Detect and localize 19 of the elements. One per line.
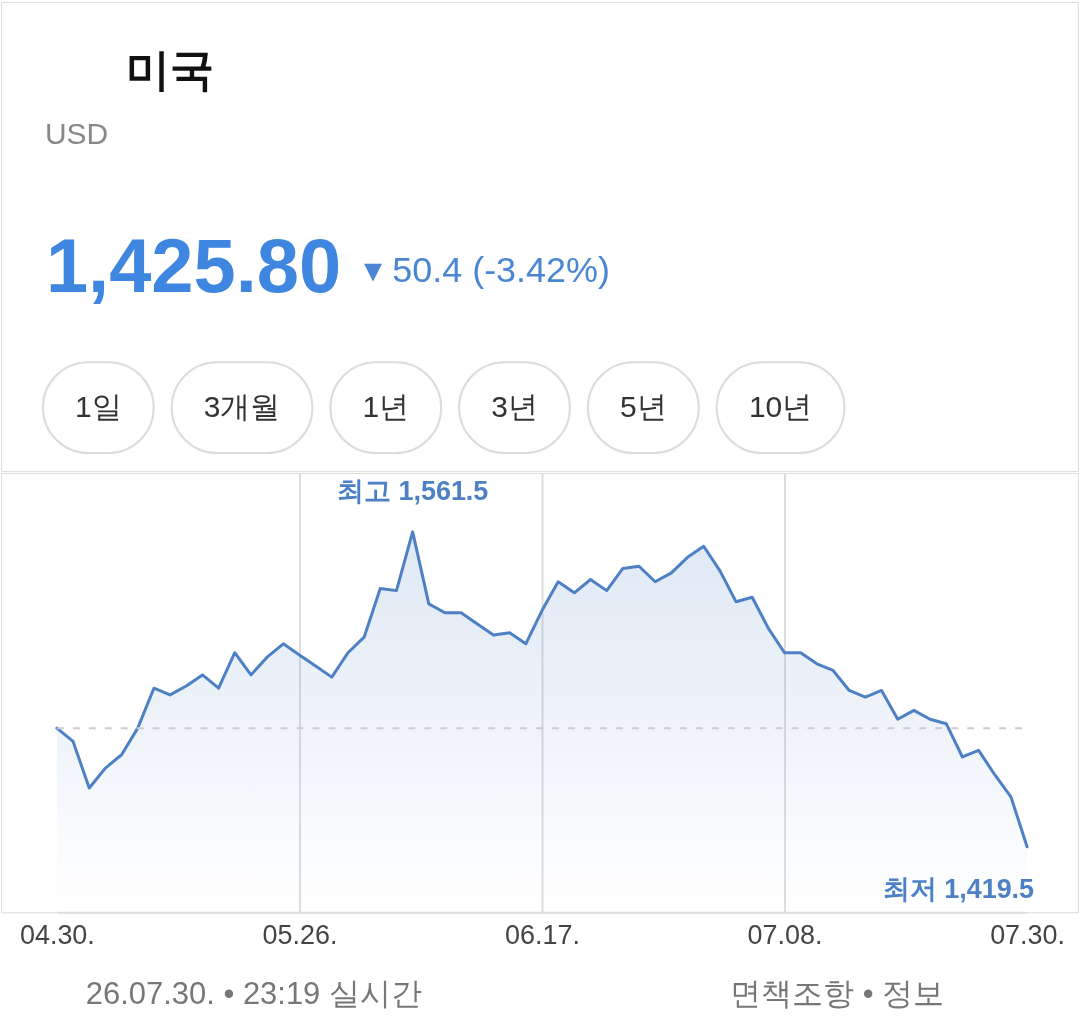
chart-subtitle: USD	[44, 116, 109, 150]
text: 1일	[74, 390, 122, 424]
text: 3개월	[203, 390, 281, 424]
x-tick-label: 05.26.	[262, 919, 338, 950]
text: 10년	[748, 390, 813, 424]
data-label: 최고 1,561.5	[336, 475, 489, 506]
text: 1,425.80	[45, 223, 342, 309]
data-label: 최저 1,419.5	[882, 873, 1035, 904]
x-tick-label: 07.08.	[747, 919, 823, 950]
text: 면책조항 • 정보	[730, 976, 945, 1012]
text: 26.07.30. • 23:19 실시간	[85, 976, 422, 1012]
text: ▾ 50.4 (-3.42%)	[364, 249, 610, 291]
text: 1년	[362, 390, 410, 424]
x-tick-label: 06.17.	[505, 919, 580, 950]
text: 5년	[619, 390, 667, 424]
chart-title: 미국	[125, 44, 214, 94]
x-tick-label: 07.30.	[990, 919, 1066, 950]
text: 3년	[491, 390, 538, 424]
x-tick-label: 04.30.	[19, 919, 95, 950]
